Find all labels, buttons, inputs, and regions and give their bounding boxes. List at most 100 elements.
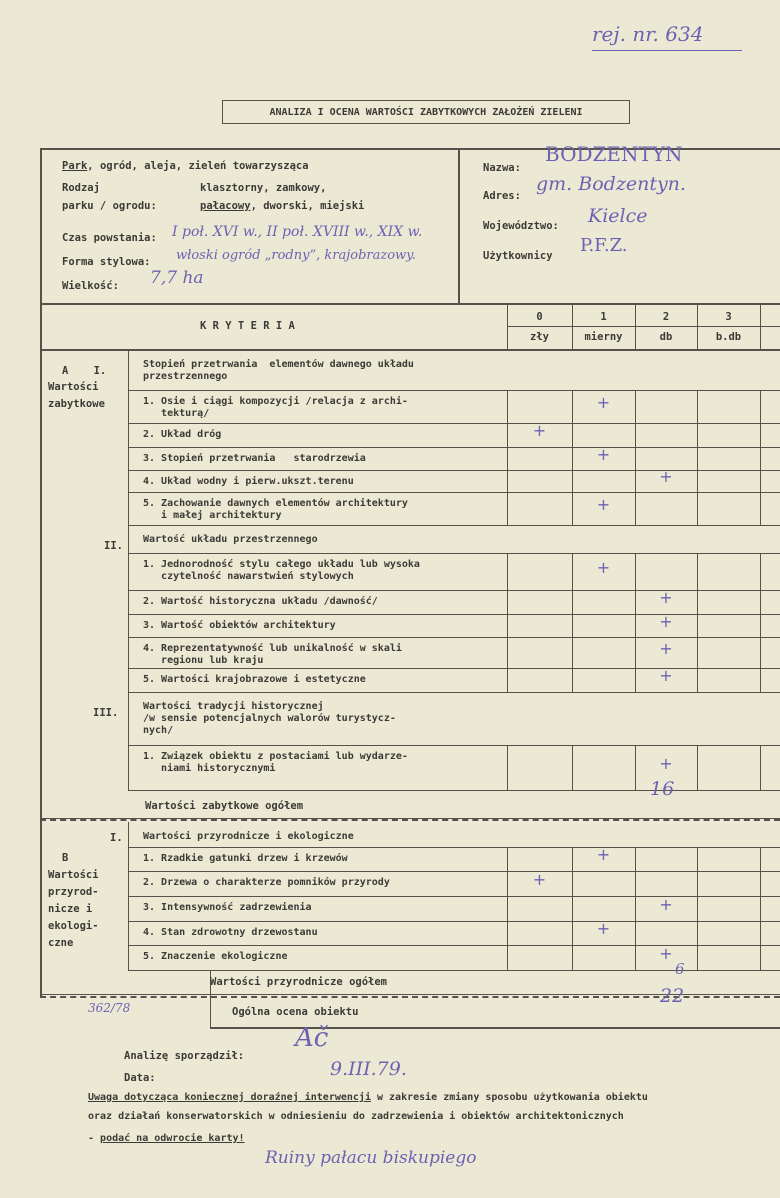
divider [40,148,780,150]
divider [697,492,698,525]
score-mark: + [659,588,673,607]
criterion-label: 3. Intensywność zadrzewienia [143,902,312,913]
score-label: mierny [584,331,623,343]
score-mark: + [596,444,611,464]
divider [635,921,636,945]
divider [128,745,780,746]
score-mark: + [659,894,673,914]
divider [697,945,698,970]
nazwa-label: Nazwa: [483,162,521,174]
divider [128,525,780,526]
divider [697,470,698,492]
divider [507,745,508,790]
czas-label: Czas powstania: [62,232,157,244]
divider [210,1027,780,1029]
divider [760,847,761,871]
divider [635,847,636,871]
divider [697,303,698,350]
divider [507,614,508,637]
adres-label: Adres: [483,190,521,202]
group-b-label: I. [110,832,123,844]
divider [697,447,698,470]
group-b-label-6: ekologi- [48,920,99,932]
section-heading: Wartości tradycji historycznej /w sensie… [143,701,396,736]
divider [507,553,508,590]
divider [572,553,573,590]
score-mark: + [532,421,547,440]
uzytkownicy-value: P.F.Z. [580,235,628,256]
kryteria-header: K R Y T E R I A [200,320,295,332]
divider [697,553,698,590]
score-mark: + [596,919,611,938]
divider [635,423,636,447]
czas-value: I poł. XVI w., II poł. XVIII w., XIX w. [172,224,423,240]
note-text-1: w zakresie zmiany sposobu użytkowania ob… [370,1092,648,1103]
criterion-label: 5. Znaczenie ekologiczne [143,951,288,962]
divider [697,745,698,790]
date-label: Data: [124,1072,156,1084]
divider [128,871,780,872]
divider [128,492,780,493]
divider [40,818,780,819]
criterion-label: 2. Układ dróg [143,429,222,440]
note-instruction: podać na odwrocie karty! [100,1133,245,1144]
divider [635,303,636,350]
rodzaj-label: Rodzaj [62,182,100,194]
wojewodztwo-value: Kielce [588,205,648,227]
divider [760,945,761,970]
divider [635,637,636,668]
note-line-3: - podać na odwrocie karty! [88,1133,245,1145]
divider [507,896,508,921]
score-mark: + [596,557,611,577]
divider [128,790,780,791]
divider [507,447,508,470]
divider [128,390,780,391]
score-mark: + [596,494,611,514]
note-prefix: - [88,1133,101,1144]
divider [128,590,780,591]
section-heading: Wartość układu przestrzennego [143,534,318,545]
divider [697,590,698,614]
uzytkownicy-label: Użytkownicy [483,250,553,262]
score-mark: + [596,845,611,864]
divider [635,553,636,590]
archive-number: 362/78 [88,1001,131,1015]
divider [128,447,780,448]
criterion-label: 1. Związek obiektu z postaciami lub wyda… [143,751,408,774]
author-signature: Ač [295,1023,329,1053]
handwritten-note: Ruiny pałacu biskupiego [265,1148,477,1168]
criterion-label: 1. Rzadkie gatunki drzew i krzewów [143,853,348,864]
rodzaj-selected: pałacowy [200,200,251,212]
divider [507,921,508,945]
divider [572,871,573,896]
divider [572,423,573,447]
criterion-label: 1. Osie i ciągi kompozycji /relacja z ar… [143,396,408,419]
overall-label: Ogólna ocena obiektu [232,1006,359,1018]
group-b-label-2: B [62,852,69,864]
divider [572,896,573,921]
score-label: zły [530,331,549,343]
divider [760,303,761,350]
divider [572,390,573,423]
note-heading: Uwaga dotycząca koniecznej doraźnej inte… [88,1092,371,1103]
criterion-label: 4. Stan zdrowotny drzewostanu [143,927,318,938]
adres-value: gm. Bodzentyn. [536,173,686,195]
criterion-label: 2. Drzewa o charakterze pomników przyrod… [143,877,390,888]
divider [507,871,508,896]
divider [128,896,780,897]
divider [40,994,780,995]
divider [507,470,508,492]
criterion-label: 3. Stopień przetrwania starodrzewia [143,453,366,464]
divider [128,614,780,615]
divider [40,349,780,351]
divider [635,945,636,970]
divider [128,945,780,946]
divider [572,303,573,350]
group-a-label: A I. [62,365,107,377]
rodzaj-options: klasztorny, zamkowy, [200,182,327,194]
divider [760,492,761,525]
score-mark: + [659,638,673,658]
page-title: ANALIZA I OCENA WARTOŚCI ZABYTKOWYCH ZAŁ… [222,100,630,124]
divider [760,447,761,470]
group-b-label-5: nicze i [48,903,93,915]
